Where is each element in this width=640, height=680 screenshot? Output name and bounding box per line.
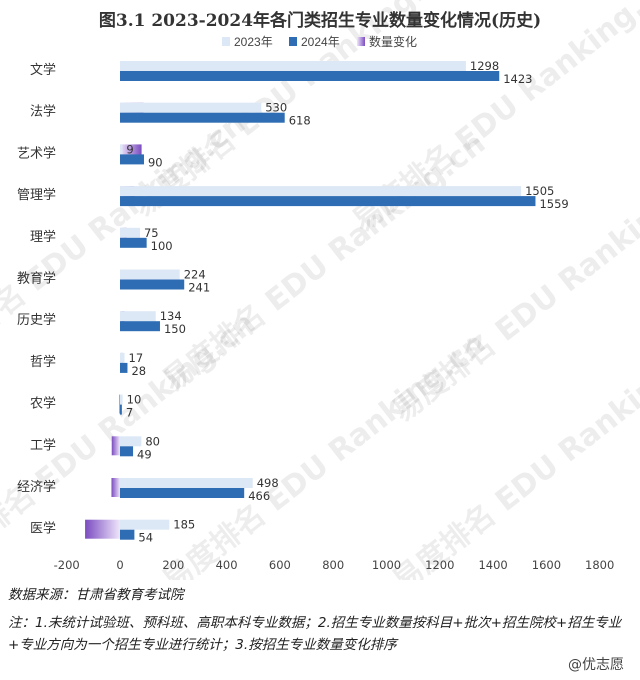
x-tick-label: 200	[162, 558, 184, 572]
footer-source: 数据来源：甘肃省教育考试院	[8, 587, 184, 603]
bar-2023	[120, 144, 123, 155]
data-label-2024: 1423	[503, 72, 532, 86]
bar-2024	[120, 196, 536, 207]
change-bar	[85, 519, 120, 539]
legend-swatch	[222, 37, 230, 46]
legend: 2023年 2024年 数量变化	[222, 34, 417, 49]
legend-label: 数量变化	[369, 34, 417, 49]
x-tick-label: 1600	[532, 558, 561, 572]
x-tick-label: 1200	[425, 558, 454, 572]
bar-2024	[120, 71, 500, 81]
category-label: 理学	[30, 229, 56, 245]
bar-2024	[120, 404, 122, 415]
x-tick-label: 1400	[478, 558, 507, 572]
bar-2024	[120, 237, 147, 248]
bar-2023	[120, 311, 156, 322]
bar-2024	[120, 362, 128, 373]
bar-2023	[120, 269, 180, 280]
data-label-2023: 530	[265, 101, 287, 115]
data-label-2023: 134	[160, 309, 182, 323]
bar-2024	[120, 279, 185, 290]
x-tick-label: -200	[54, 558, 80, 572]
bar-2023	[120, 436, 142, 447]
data-label-2024: 28	[131, 364, 146, 378]
brand-label: @优志愿	[566, 654, 626, 674]
chart-title: 图3.1 2023-2024年各门类招生专业数量变化情况(历史)	[98, 11, 542, 31]
data-label-2024: 54	[138, 531, 153, 545]
data-label-2023: 75	[144, 226, 159, 240]
bar-2024	[120, 488, 245, 498]
x-tick-label: 0	[116, 558, 123, 572]
bar-2023	[120, 478, 253, 488]
category-label: 教育学	[17, 271, 56, 287]
data-label-2023: 498	[257, 476, 279, 490]
legend-swatch	[357, 37, 365, 46]
data-label-2023: 224	[184, 268, 206, 282]
footer-note: 注：1.未统计试验班、预科班、高职本科专业数据；2.招生专业数量按科目+批次+招…	[8, 615, 622, 653]
change-bar	[111, 478, 120, 497]
data-label-2023: 185	[173, 518, 195, 532]
data-label-2024: 49	[137, 447, 152, 461]
data-label-2023: 10	[127, 393, 142, 407]
bar-2024	[120, 321, 160, 332]
legend-swatch	[289, 37, 297, 46]
bar-2023	[120, 186, 522, 197]
bar-2024	[120, 529, 135, 540]
data-label-2023: 9	[126, 142, 133, 156]
bar-2023	[120, 394, 123, 405]
data-label-2024: 100	[151, 239, 173, 253]
category-label: 医学	[30, 521, 56, 537]
category-label: 经济学	[17, 479, 56, 495]
category-label: 工学	[30, 437, 56, 453]
data-label-2024: 466	[248, 489, 270, 503]
category-label: 文学	[30, 62, 56, 78]
x-tick-label: 1800	[585, 558, 614, 572]
category-label: 法学	[30, 104, 56, 120]
bar-2023	[120, 519, 170, 530]
data-label-2023: 17	[129, 351, 144, 365]
change-bar	[119, 394, 121, 414]
x-tick-label: 400	[216, 558, 238, 572]
bar-2023	[120, 352, 125, 363]
data-label-2023: 1505	[525, 184, 554, 198]
category-label: 艺术学	[17, 145, 56, 161]
category-label: 哲学	[30, 354, 56, 370]
data-label-2023: 80	[145, 434, 160, 448]
legend-label: 2023年	[234, 35, 273, 49]
data-label-2024: 7	[126, 406, 133, 420]
data-label-2024: 618	[289, 114, 311, 128]
category-label: 历史学	[17, 312, 56, 328]
bar-2024	[120, 446, 134, 457]
bar-2023	[120, 102, 262, 113]
data-label-2024: 241	[188, 281, 210, 295]
bar-2024	[120, 112, 285, 123]
legend-label: 2024年	[301, 35, 340, 49]
data-label-2023: 1298	[470, 59, 499, 73]
x-axis: -200 0 200 400 600 800 1000 1200 1400 1600 1800	[54, 558, 615, 572]
data-label-2024: 90	[148, 155, 163, 169]
bar-2024	[120, 154, 144, 165]
bar-2023	[120, 61, 466, 71]
x-tick-label: 1000	[372, 558, 401, 572]
data-label-2024: 150	[164, 322, 186, 336]
category-label: 农学	[30, 396, 56, 412]
x-tick-label: 800	[322, 558, 344, 572]
data-label-2024: 1559	[539, 197, 568, 211]
change-bar	[111, 436, 120, 456]
x-tick-label: 600	[269, 558, 291, 572]
category-label: 管理学	[17, 187, 56, 203]
bar-2023	[120, 227, 140, 238]
